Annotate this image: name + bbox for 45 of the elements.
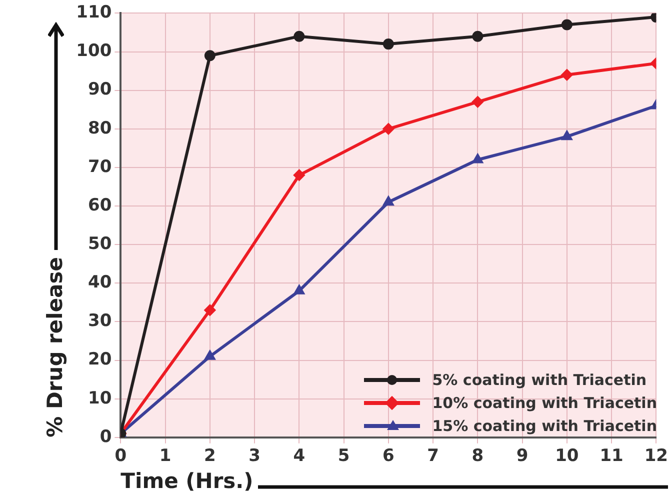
y-tick-label: 80 xyxy=(88,118,112,138)
y-tick-label: 90 xyxy=(88,80,112,100)
y-axis-title: % Drug release xyxy=(43,257,68,438)
x-tick-label: 7 xyxy=(427,446,439,466)
point xyxy=(382,123,394,134)
point xyxy=(472,96,484,108)
point xyxy=(382,38,394,50)
x-tick-label: 9 xyxy=(516,446,528,466)
point xyxy=(294,30,305,42)
point xyxy=(562,131,572,140)
point xyxy=(383,196,394,206)
x-tick-label: 5 xyxy=(338,446,350,466)
legend-label: 5% coating with Triacetin xyxy=(432,370,647,388)
x-tick-label: 0 xyxy=(114,446,127,466)
point xyxy=(294,285,304,294)
point xyxy=(561,19,572,30)
point xyxy=(204,50,216,62)
x-tick-label: 3 xyxy=(248,446,260,466)
point xyxy=(472,154,483,164)
x-axis-title: Time (Hrs.) xyxy=(120,468,254,493)
point xyxy=(204,350,215,360)
point xyxy=(472,30,484,42)
y-tick-label: 100 xyxy=(76,41,112,62)
x-tick-label: 10 xyxy=(555,446,579,466)
x-tick-label: 11 xyxy=(600,446,624,466)
y-tick-label: 20 xyxy=(88,350,112,370)
y-tick-label: 70 xyxy=(88,156,112,177)
x-tick-label: 6 xyxy=(382,446,394,466)
y-tick-label: 10 xyxy=(88,388,112,408)
point xyxy=(294,170,305,181)
point xyxy=(204,304,216,316)
x-tick-label: 4 xyxy=(293,446,306,466)
y-tick-label: 50 xyxy=(88,234,112,254)
y-tick-label: 30 xyxy=(88,311,112,332)
x-tick-label: 8 xyxy=(472,446,484,466)
y-tick-label: 110 xyxy=(76,2,112,23)
x-tick-label: 2 xyxy=(204,446,216,466)
legend-label: 15% coating with Triacetin xyxy=(432,416,657,434)
point xyxy=(561,69,572,80)
legend-label: 10% coating with Triacetin xyxy=(432,394,657,412)
y-tick-label: 40 xyxy=(88,272,112,293)
x-tick-label: 1 xyxy=(159,446,172,466)
y-tick-label: 0 xyxy=(100,426,112,447)
x-tick-label: 12 xyxy=(644,446,668,466)
y-tick-label: 60 xyxy=(88,195,112,216)
